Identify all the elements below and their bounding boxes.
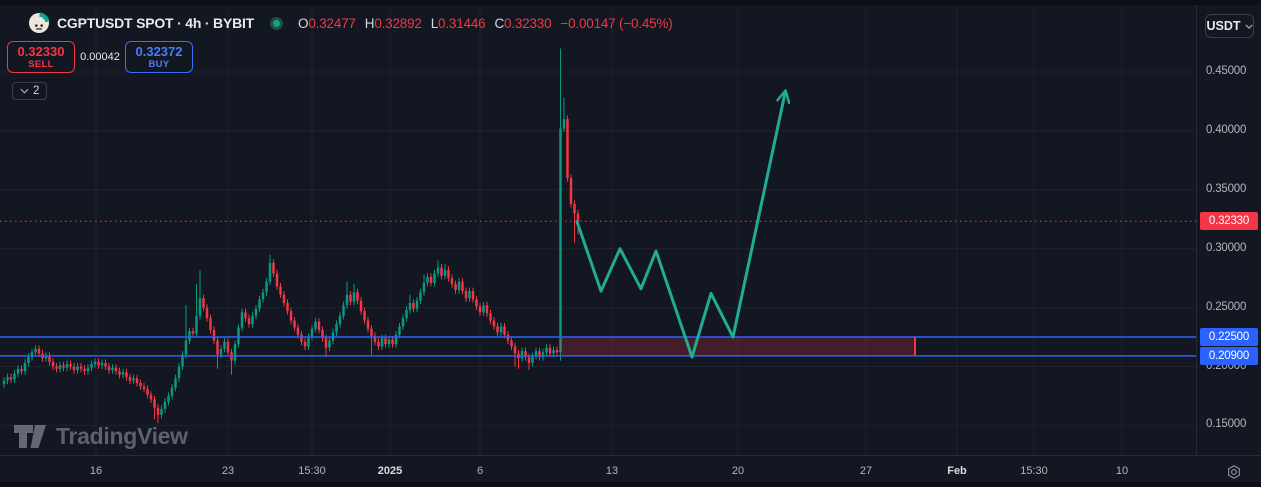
price-tag: 0.22500 bbox=[1200, 328, 1258, 347]
buy-button[interactable]: 0.32372 BUY bbox=[125, 41, 193, 73]
ohlc-item: C0.32330 bbox=[494, 15, 552, 31]
time-tick-label: 27 bbox=[859, 465, 873, 477]
time-tick-label: 15:30 bbox=[298, 465, 326, 477]
collapsed-objects-button[interactable]: 2 bbox=[12, 82, 48, 100]
time-axis[interactable]: 16 23 15:30 2025 6 13 20 27 Feb 15:30 10 bbox=[0, 455, 1261, 482]
time-tick-label: Feb bbox=[947, 465, 967, 477]
projection-arrow bbox=[575, 93, 785, 359]
price-tick-label: 0.40000 bbox=[1206, 123, 1247, 136]
time-tick-label: 15:30 bbox=[1020, 465, 1048, 477]
price-tick-label: 0.30000 bbox=[1206, 241, 1247, 254]
time-tick-label: 2025 bbox=[377, 465, 403, 477]
grid-lines bbox=[0, 5, 1197, 455]
price-tag: 0.20900 bbox=[1200, 346, 1258, 365]
price-tick-label: 0.35000 bbox=[1206, 182, 1247, 195]
ohlc-item: L0.31446 bbox=[430, 15, 486, 31]
ohlc-values: O0.32477 H0.32892 L0.31446 C0.32330 bbox=[298, 15, 552, 31]
currency-label: USDT bbox=[1206, 19, 1241, 33]
currency-dropdown[interactable]: USDT bbox=[1205, 14, 1254, 38]
time-tick-label: 6 bbox=[476, 465, 484, 477]
sell-label: SELL bbox=[28, 58, 54, 70]
symbol-legend: CGPTUSDT SPOT · 4h · BYBIT O0.32477 H0.32… bbox=[28, 11, 673, 35]
time-tick-label: 13 bbox=[605, 465, 619, 477]
price-tick-label: 0.45000 bbox=[1206, 65, 1247, 77]
price-axis[interactable]: 0.45000 0.40000 0.35000 0.30000 0.25000 0.200… bbox=[1196, 5, 1261, 455]
time-tick-label: 10 bbox=[1115, 465, 1129, 477]
candlestick-chart[interactable] bbox=[0, 5, 1197, 455]
price-change: −0.00147 (−0.45%) bbox=[560, 15, 673, 31]
time-tick-label: 16 bbox=[89, 465, 103, 477]
buy-label: BUY bbox=[148, 58, 170, 70]
supply-zone-box bbox=[560, 337, 915, 356]
axis-settings-icon[interactable] bbox=[1226, 464, 1242, 480]
price-tag: 0.32330 bbox=[1200, 212, 1258, 231]
ohlc-item: H0.32892 bbox=[364, 15, 422, 31]
market-open-dot-icon[interactable] bbox=[270, 16, 284, 30]
price-tick-label: 0.25000 bbox=[1206, 300, 1247, 313]
spread-value: 0.00042 bbox=[80, 51, 120, 63]
chevron-down-icon bbox=[20, 88, 29, 94]
ohlc-item: O0.32477 bbox=[298, 15, 356, 31]
trade-buttons: 0.32330 SELL 0.00042 0.32372 BUY bbox=[7, 41, 193, 73]
time-tick-label: 20 bbox=[731, 465, 745, 477]
chevron-down-icon bbox=[1244, 23, 1253, 29]
collapsed-objects-count: 2 bbox=[33, 85, 40, 97]
sell-button[interactable]: 0.32330 SELL bbox=[7, 41, 75, 73]
buy-price: 0.32372 bbox=[135, 43, 183, 59]
price-tick-label: 0.15000 bbox=[1206, 418, 1247, 431]
time-tick-label: 23 bbox=[221, 465, 235, 477]
sell-price: 0.32330 bbox=[17, 43, 65, 59]
cgpt-coin-icon bbox=[29, 12, 50, 33]
symbol-title[interactable]: CGPTUSDT SPOT · 4h · BYBIT bbox=[57, 15, 255, 31]
